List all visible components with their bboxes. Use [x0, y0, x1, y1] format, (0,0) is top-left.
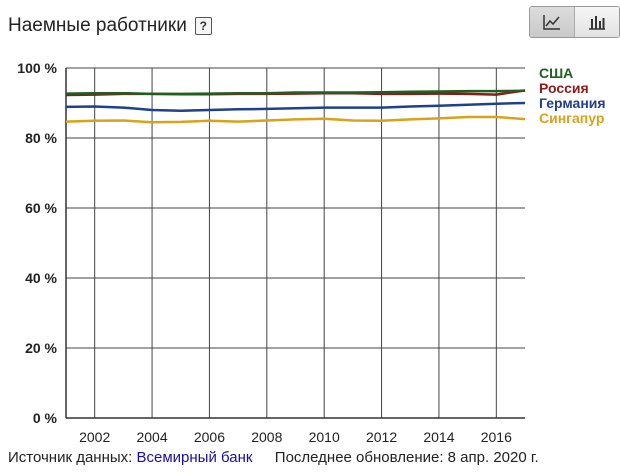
- chart-title: Наемные работники: [8, 15, 187, 36]
- chart-header: Наемные работники ?: [8, 15, 212, 37]
- bar-chart-button[interactable]: [574, 7, 619, 37]
- y-tick-label: 60 %: [25, 200, 57, 216]
- chart-view-toggle: [529, 6, 620, 38]
- source-prefix: Источник данных:: [8, 449, 133, 466]
- x-tick-label: 2012: [366, 429, 397, 445]
- bar-chart-icon: [589, 16, 605, 30]
- y-tick-label: 0 %: [33, 410, 58, 426]
- x-tick-label: 2010: [309, 429, 340, 445]
- plot-area: [66, 68, 525, 418]
- legend-label: Сингапур: [539, 110, 604, 126]
- legend-label: США: [539, 65, 573, 81]
- series-line-США: [65, 89, 526, 96]
- line-chart-button[interactable]: [530, 7, 574, 37]
- line-chart: 0 % 20 % 40 % 60 % 80 % 100 % 2002 2004 2006 2008…: [17, 60, 606, 445]
- y-tick-label: 80 %: [25, 130, 57, 146]
- line-chart-icon: [543, 15, 560, 30]
- x-tick-label: 2006: [194, 429, 225, 445]
- last-updated: Последнее обновление: 8 апр. 2020 г.: [274, 449, 539, 466]
- x-tick-label: 2016: [481, 429, 512, 445]
- y-tick-label: 100 %: [17, 60, 57, 76]
- y-tick-label: 20 %: [25, 340, 57, 356]
- series-line-Германия: [65, 101, 526, 112]
- legend-label: Германия: [539, 95, 606, 111]
- chart-footer: Источник данных: Всемирный банк Последне…: [8, 449, 539, 466]
- help-button[interactable]: ?: [194, 17, 212, 35]
- x-tick-label: 2002: [79, 429, 110, 445]
- y-tick-label: 40 %: [25, 270, 57, 286]
- x-tick-label: 2004: [136, 429, 167, 445]
- x-tick-label: 2008: [251, 429, 282, 445]
- legend-label: Россия: [539, 80, 589, 96]
- source-link[interactable]: Всемирный банк: [136, 449, 253, 466]
- series-line-Сингапур: [65, 115, 526, 124]
- x-tick-label: 2014: [423, 429, 454, 445]
